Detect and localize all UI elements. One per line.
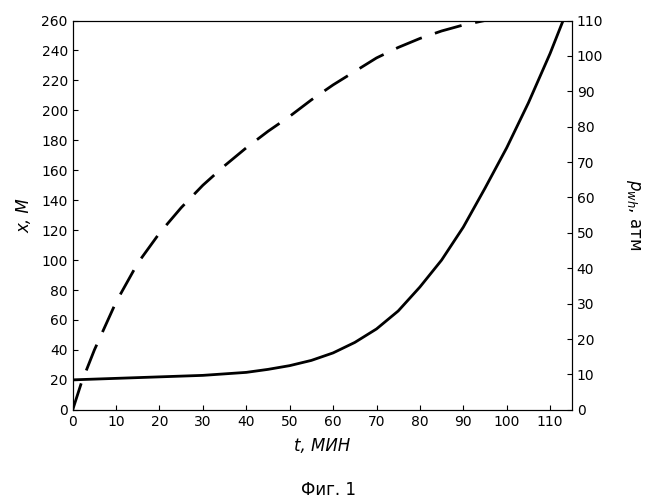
Y-axis label: $p_{wh}$, атм: $p_{wh}$, атм <box>624 180 642 251</box>
Text: Фиг. 1: Фиг. 1 <box>301 481 356 499</box>
Y-axis label: x, М: x, М <box>15 198 33 232</box>
X-axis label: t, МИН: t, МИН <box>294 437 350 455</box>
